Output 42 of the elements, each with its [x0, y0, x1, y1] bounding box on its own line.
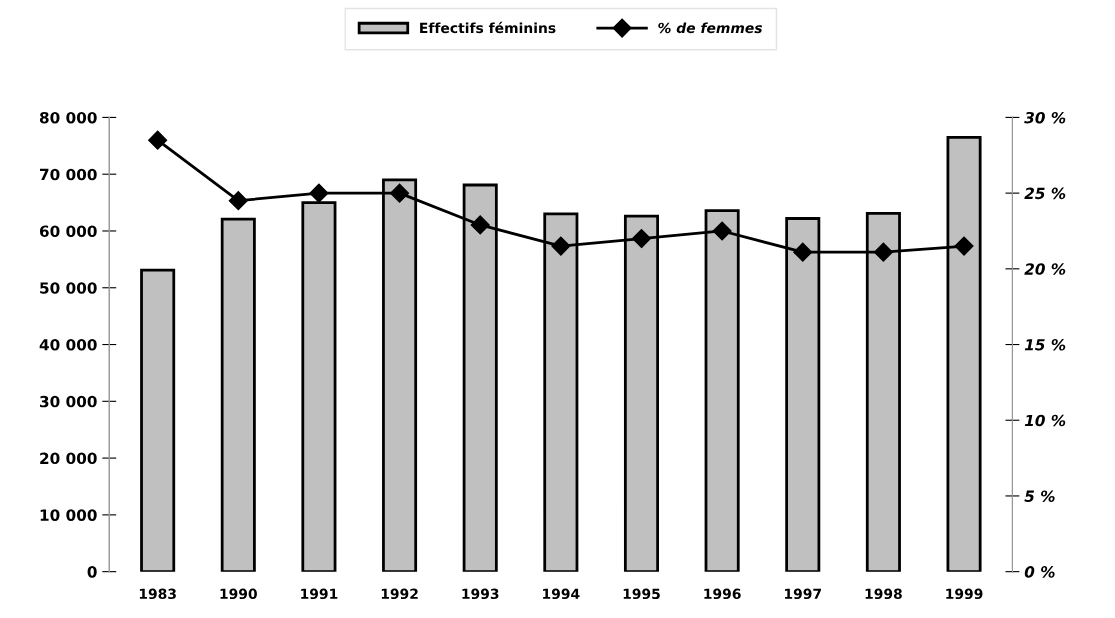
point	[148, 130, 168, 150]
x-tick-label: 1996	[704, 588, 741, 600]
legend-label: % de femmes	[658, 22, 763, 34]
y2-tick-label: 15 %	[1024, 339, 1066, 351]
y-tick-label: 40 000	[39, 339, 97, 351]
x-tick-label: 1995	[623, 588, 660, 600]
y2-tick-label: 30 %	[1024, 111, 1066, 124]
x-tick-label: 1998	[865, 588, 902, 600]
point	[390, 183, 410, 203]
x-tick-label: 1991	[301, 588, 338, 600]
x-tick-label: 1992	[381, 588, 418, 600]
y-tick-label: 50 000	[40, 282, 97, 294]
y-tick-label: 10 000	[40, 509, 97, 521]
y2-tick-label: 20 %	[1024, 263, 1066, 275]
y-tick-label: 70 000	[40, 168, 97, 181]
y2-tick-label: 5 %	[1024, 490, 1055, 502]
point	[551, 236, 571, 256]
y-tick-label: 0	[87, 566, 97, 578]
y2-tick-label: 10 %	[1024, 414, 1066, 427]
point	[631, 229, 652, 249]
point	[470, 215, 490, 235]
y-tick-label: 80 000	[39, 111, 97, 124]
x-tick-label: 1999	[946, 588, 983, 600]
bar	[220, 217, 256, 572]
y2-tick-label: 0 %	[1024, 566, 1055, 578]
point	[228, 191, 248, 211]
point	[954, 236, 974, 256]
y-tick-label: 30 000	[40, 395, 97, 408]
y-tick-label: 20 000	[40, 452, 97, 465]
x-tick-label: 1983	[139, 588, 176, 600]
x-tick-label: 1990	[220, 588, 257, 600]
x-tick-label: 1997	[785, 588, 821, 600]
point	[309, 183, 329, 203]
y2-tick-label: 25 %	[1024, 187, 1066, 200]
point	[873, 242, 893, 262]
bar	[140, 268, 176, 572]
x-tick-label: 1994	[543, 588, 580, 600]
y-tick-label: 60 000	[39, 225, 97, 237]
legend-label: Effectifs féminins	[420, 21, 556, 34]
point	[793, 242, 813, 262]
point	[712, 221, 732, 241]
x-tick-label: 1993	[462, 588, 499, 600]
